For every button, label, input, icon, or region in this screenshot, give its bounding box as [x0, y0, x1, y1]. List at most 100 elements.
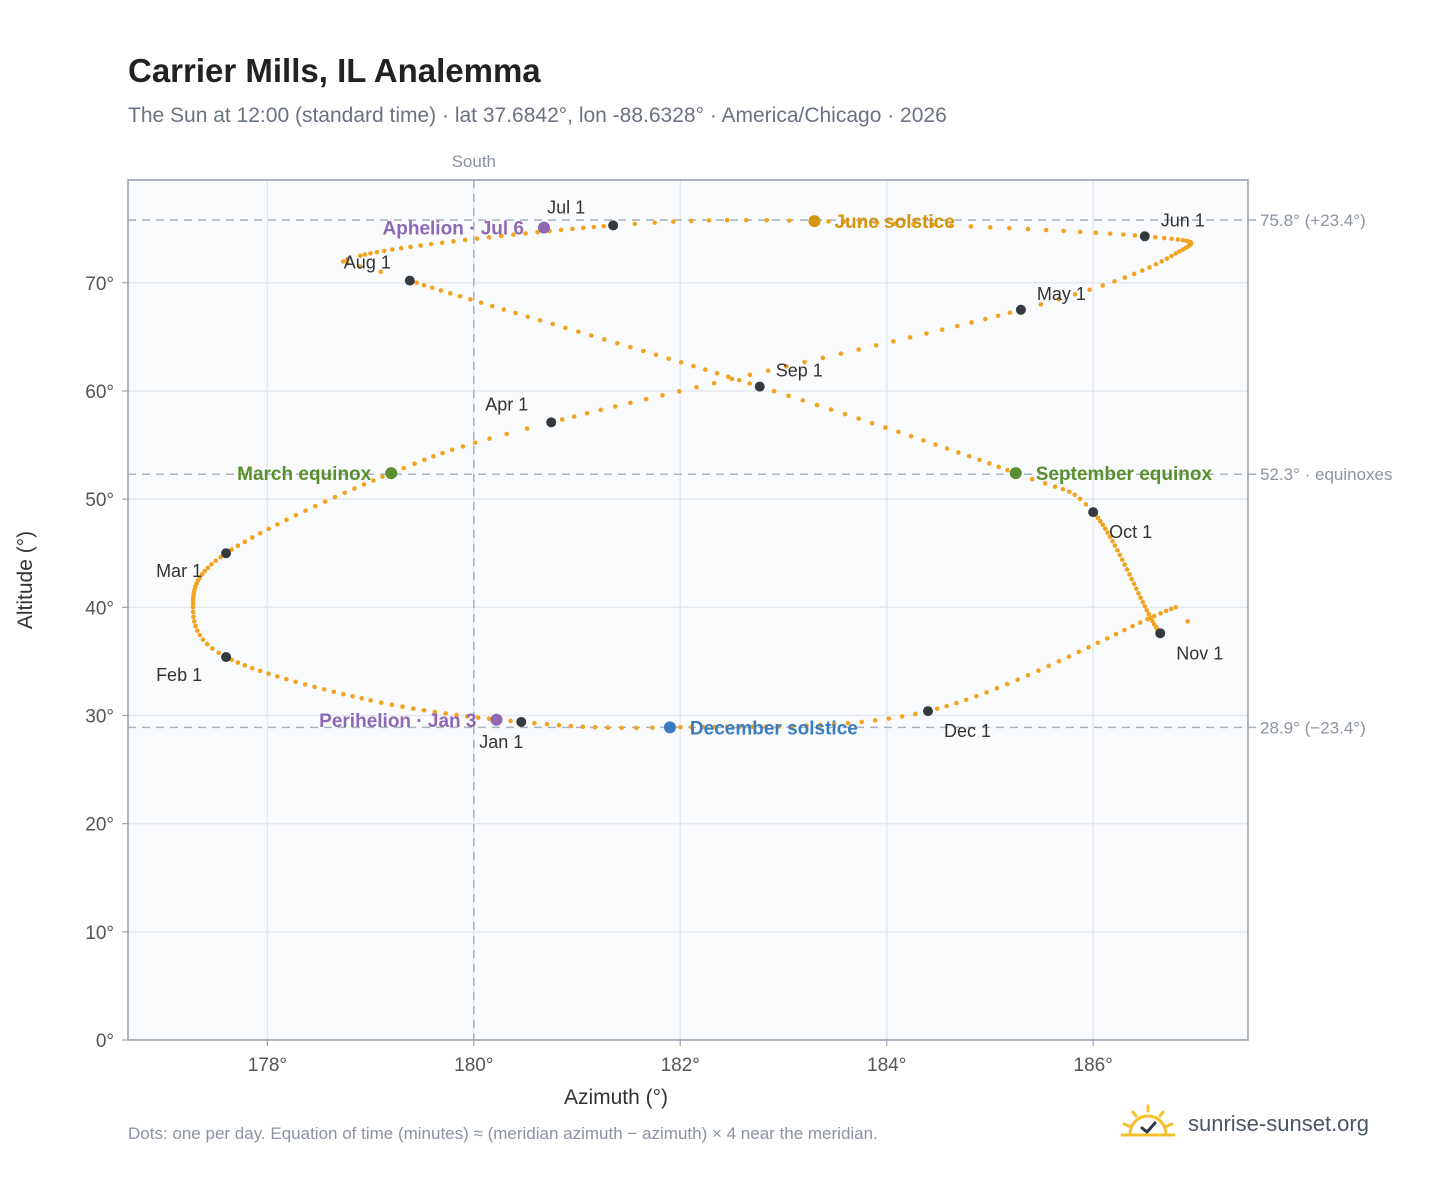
- day-dot: [688, 218, 694, 224]
- day-dot: [856, 416, 861, 421]
- day-dot: [605, 725, 611, 730]
- day-dot: [421, 282, 427, 288]
- day-dot: [653, 352, 659, 358]
- day-dot: [368, 251, 373, 256]
- day-dot: [826, 219, 831, 224]
- x-axis-label: Azimuth (°): [564, 1086, 668, 1109]
- day-dot: [729, 376, 735, 382]
- day-dot: [1146, 611, 1152, 617]
- day-dot: [776, 724, 782, 729]
- day-dot: [1060, 486, 1066, 492]
- day-dot: [194, 628, 200, 633]
- day-dot: [736, 377, 742, 383]
- day-dot: [1029, 476, 1035, 482]
- day-dot: [1173, 251, 1179, 256]
- reference-lines: South 75.8° (+23.4°) 52.3° · equinoxes 28.9…: [128, 152, 1393, 1040]
- day-dot: [1110, 538, 1115, 544]
- plot-area: [128, 180, 1248, 1040]
- x-tick-label: 180°: [454, 1055, 493, 1076]
- day-dot: [1112, 279, 1117, 284]
- day-dot: [921, 438, 926, 443]
- day-dot: [714, 371, 720, 376]
- day-dot: [454, 712, 459, 718]
- day-dot: [340, 259, 346, 264]
- day-dot: [257, 668, 263, 674]
- day-dot: [1066, 489, 1072, 495]
- day-dot: [700, 724, 706, 730]
- day-dot: [804, 723, 809, 728]
- month-marker-label: Apr 1: [485, 394, 528, 414]
- day-dot: [580, 724, 586, 730]
- day-dot: [412, 461, 417, 467]
- event-label-name: March equinox: [237, 464, 372, 485]
- day-dot: [1153, 262, 1159, 267]
- day-dot: [872, 718, 878, 723]
- chart-subtitle: The Sun at 12:00 (standard time) · lat 3…: [128, 104, 947, 127]
- day-dot: [460, 444, 466, 449]
- brand-logo[interactable]: sunrise-sunset.org: [1120, 1102, 1369, 1146]
- day-dot: [249, 535, 255, 540]
- day-dot: [1129, 576, 1135, 582]
- day-dot: [390, 247, 395, 252]
- day-dot: [418, 243, 423, 248]
- day-dot: [1042, 481, 1048, 486]
- day-dot: [204, 641, 210, 647]
- day-dot: [1066, 654, 1072, 659]
- day-dot: [1137, 620, 1143, 625]
- day-dot: [302, 682, 308, 687]
- day-dot: [345, 256, 350, 262]
- event-label: Perihelion · Jan 3: [319, 711, 476, 732]
- day-dot: [987, 225, 993, 230]
- month-marker-label: Oct 1: [1109, 522, 1152, 542]
- day-dot: [956, 450, 961, 455]
- month-marker-label: May 1: [1037, 284, 1086, 304]
- day-dot: [362, 252, 368, 257]
- day-dot: [284, 676, 289, 682]
- day-dot: [857, 220, 863, 225]
- day-dot: [191, 619, 197, 624]
- day-dot: [969, 320, 974, 325]
- day-dot: [1132, 233, 1138, 238]
- y-tick-label: 20°: [85, 815, 114, 836]
- event-label: December solstice: [690, 718, 858, 739]
- day-dot: [1046, 663, 1052, 669]
- day-dot: [1136, 590, 1141, 596]
- event-label-name: Perihelion: [319, 711, 411, 732]
- day-dot: [532, 720, 537, 726]
- x-tick-label: 178°: [248, 1055, 287, 1076]
- day-dot: [242, 539, 248, 545]
- day-dot: [689, 724, 694, 730]
- day-dot: [650, 725, 655, 731]
- day-dot: [944, 703, 949, 709]
- day-dot: [838, 351, 844, 357]
- month-marker: [608, 220, 619, 231]
- month-marker-label: Jun 1: [1161, 210, 1205, 230]
- day-dot: [764, 218, 770, 223]
- day-dot: [468, 297, 473, 302]
- day-dot: [374, 249, 380, 255]
- day-dot: [525, 314, 531, 319]
- day-dot: [303, 508, 308, 513]
- day-dot: [1086, 645, 1091, 650]
- meridian-label: South: [452, 152, 496, 171]
- day-dot: [814, 402, 820, 408]
- day-dot: [576, 329, 581, 334]
- event-label: March equinox: [237, 464, 372, 485]
- day-dot: [197, 632, 203, 638]
- month-marker: [546, 417, 557, 428]
- day-dot: [724, 724, 730, 730]
- day-dot: [389, 702, 395, 707]
- day-dot: [800, 398, 806, 403]
- day-dot: [726, 374, 731, 380]
- day-dot: [747, 372, 753, 378]
- day-dot: [1122, 562, 1127, 567]
- reference-line-label: 28.9° (−23.4°): [1260, 718, 1366, 737]
- day-dot: [588, 333, 594, 338]
- day-dot: [1139, 268, 1145, 273]
- day-dot: [378, 700, 384, 705]
- day-dot: [974, 693, 979, 699]
- day-dot: [968, 224, 974, 229]
- y-tick-label: 50°: [85, 490, 114, 511]
- day-dot: [954, 323, 960, 329]
- x-tick-label: 182°: [661, 1055, 700, 1076]
